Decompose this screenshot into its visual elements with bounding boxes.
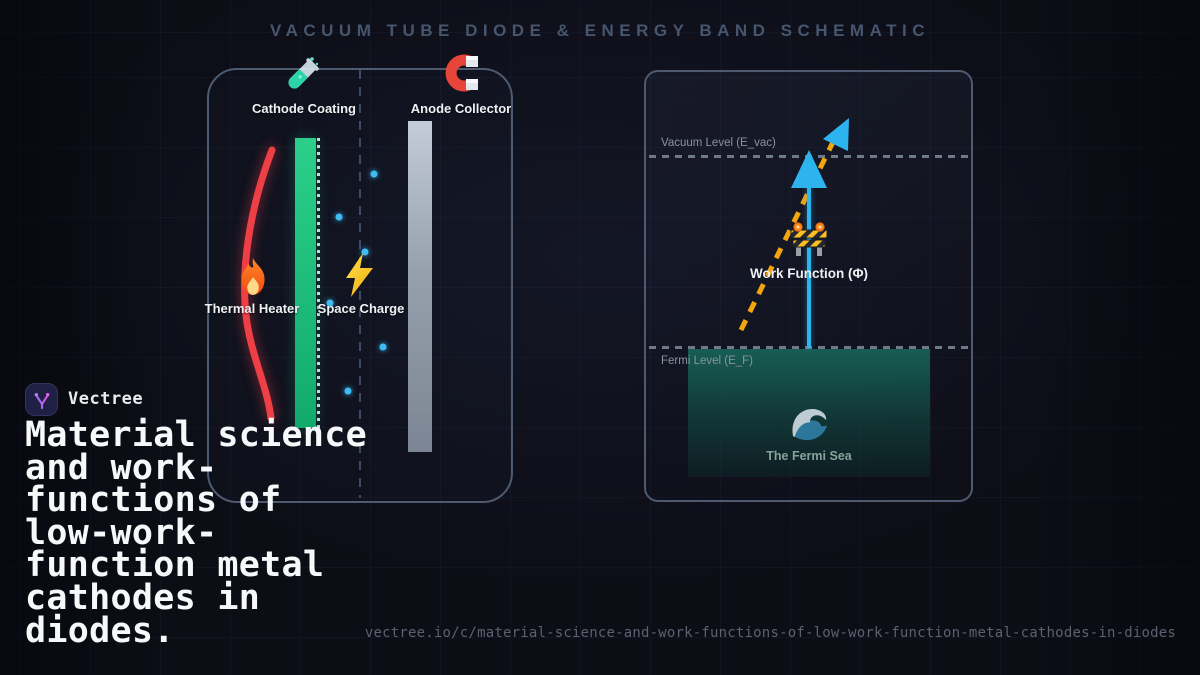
page-title: VACUUM TUBE DIODE & ENERGY BAND SCHEMATI… bbox=[270, 21, 930, 40]
diode-panel bbox=[207, 68, 513, 503]
photoemission-dashed-arrow bbox=[738, 118, 849, 332]
heater-filament-curve bbox=[241, 146, 276, 422]
headline-text: Material science and work- functions of … bbox=[25, 415, 367, 651]
vectree-logo bbox=[25, 383, 58, 416]
wave-icon bbox=[792, 408, 827, 441]
construction-barrier-icon bbox=[790, 222, 828, 256]
test-tube-icon bbox=[288, 57, 319, 89]
work-function-arrow-line bbox=[807, 187, 811, 348]
cathode-coating-label: Cathode Coating bbox=[252, 101, 356, 116]
brand-name: Vectree bbox=[68, 389, 144, 409]
vectree-logo-icon bbox=[34, 392, 49, 409]
footer-url: vectree.io/c/material-science-and-work-f… bbox=[364, 625, 1176, 641]
fire-icon bbox=[241, 258, 265, 295]
electron-dot bbox=[326, 299, 334, 307]
electron-dot bbox=[361, 248, 369, 256]
electron-dot bbox=[370, 170, 378, 178]
fermi-level-label: Fermi Level (E_F) bbox=[661, 355, 754, 367]
vacuum-level-label: Vacuum Level (E_vac) bbox=[661, 137, 776, 149]
electron-dot bbox=[379, 343, 387, 351]
work-function-label: Work Function (Φ) bbox=[749, 266, 869, 281]
anode-collector-label: Anode Collector bbox=[410, 101, 512, 116]
electron-dot bbox=[344, 387, 352, 395]
anode-bar bbox=[408, 121, 432, 452]
cathode-emission-dotted-edge bbox=[317, 138, 320, 428]
electron-dot bbox=[335, 213, 343, 221]
thermal-heater-label: Thermal Heater bbox=[204, 301, 300, 316]
magnet-icon bbox=[445, 54, 478, 92]
work-function-arrowhead bbox=[791, 150, 827, 188]
cathode-bar bbox=[295, 138, 316, 428]
space-charge-label: Space Charge bbox=[317, 301, 405, 316]
lightning-icon bbox=[346, 253, 373, 297]
fermi-sea-label: The Fermi Sea bbox=[766, 449, 852, 463]
